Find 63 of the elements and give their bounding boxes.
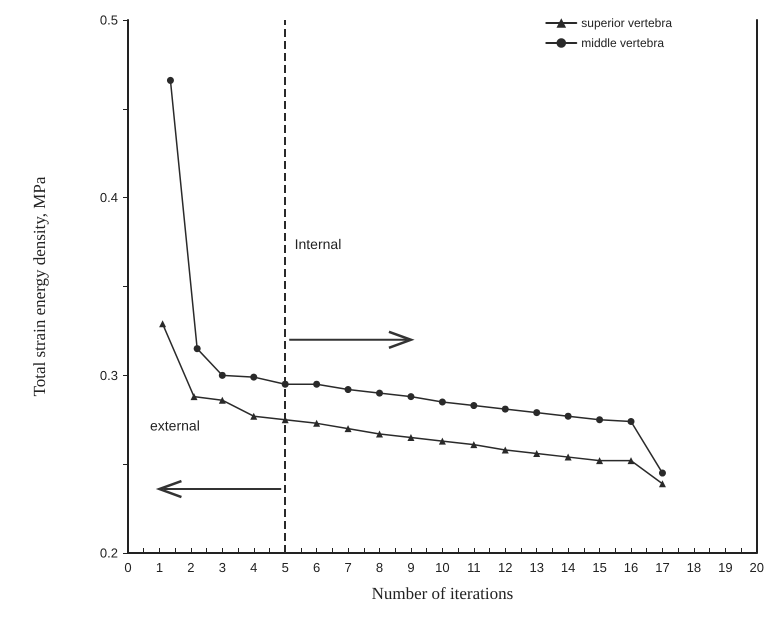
x-axis-title: Number of iterations (372, 584, 514, 603)
x-tick-label: 2 (187, 560, 194, 575)
point (250, 412, 258, 420)
x-tick-label: 7 (344, 560, 352, 575)
y-tick-label: 0.5 (100, 12, 118, 28)
point (344, 425, 352, 432)
x-tick-label: 6 (313, 560, 320, 575)
point (533, 409, 540, 416)
annotation: Internal (294, 236, 342, 252)
x-tick-label: 14 (560, 560, 576, 575)
point (194, 345, 201, 352)
point (407, 393, 414, 400)
point (376, 390, 384, 397)
point (218, 372, 226, 379)
point (564, 412, 572, 420)
point (502, 446, 509, 454)
point (470, 441, 478, 448)
point (166, 76, 174, 84)
legend-label: middle vertebra (581, 36, 664, 50)
point (658, 480, 666, 488)
y-tick-label: 0.4 (100, 190, 118, 206)
point (658, 470, 666, 477)
point (407, 434, 414, 442)
x-tick-label: 3 (218, 560, 226, 575)
x-tick-label: 15 (592, 560, 607, 575)
point (344, 386, 352, 394)
x-tick-label: 0 (124, 560, 132, 575)
point (190, 393, 198, 400)
legend-label: superior vertebra (581, 16, 672, 30)
point (376, 430, 384, 438)
point (470, 402, 478, 410)
annotation: external (150, 417, 200, 434)
x-tick-label: 17 (655, 560, 670, 575)
x-tick-label: 18 (686, 560, 702, 575)
point (250, 374, 258, 381)
point (313, 380, 320, 388)
point (628, 457, 635, 464)
x-tick-label: 12 (498, 560, 512, 575)
x-tick-label: 5 (282, 560, 289, 575)
point (438, 398, 446, 406)
y-tick-label: 0.3 (100, 368, 118, 383)
point (502, 406, 509, 413)
point (564, 454, 572, 461)
x-tick-label: 4 (250, 560, 258, 575)
x-tick-label: 20 (750, 560, 764, 575)
point (533, 450, 540, 458)
x-tick-label: 13 (529, 560, 544, 575)
x-tick-label: 1 (156, 560, 164, 575)
point (628, 418, 635, 426)
x-tick-label: 19 (718, 560, 733, 575)
y-tick-label: 0.2 (100, 546, 118, 560)
x-tick-label: 9 (407, 560, 415, 575)
point (596, 457, 604, 464)
point (159, 320, 166, 328)
x-tick-label: 11 (467, 560, 481, 575)
x-tick-label: 16 (624, 560, 638, 575)
y-axis-title: Total strain energy density, MPa (30, 176, 49, 396)
point (313, 420, 320, 427)
point (596, 416, 604, 424)
point (438, 438, 446, 445)
x-tick-label: 10 (435, 560, 450, 575)
point (218, 396, 226, 404)
x-tick-label: 8 (376, 560, 384, 575)
